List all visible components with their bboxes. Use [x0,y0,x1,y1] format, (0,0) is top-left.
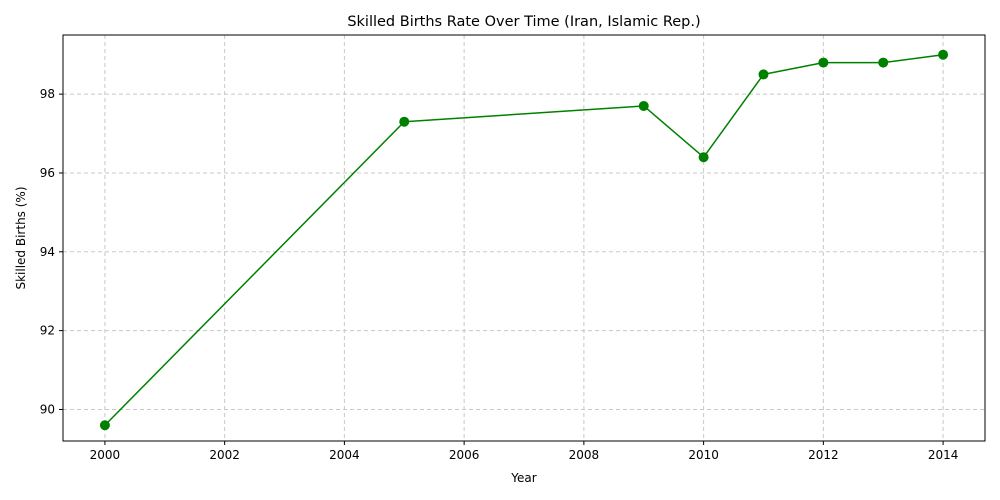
chart-title: Skilled Births Rate Over Time (Iran, Isl… [347,14,700,30]
x-tick-label: 2002 [209,448,240,462]
x-tick-label: 2004 [329,448,360,462]
data-point [818,57,829,68]
data-point [758,69,769,80]
y-tick-label: 92 [40,324,55,338]
y-axis-label: Skilled Births (%) [14,186,28,289]
y-tick-label: 94 [40,245,55,259]
data-point [99,420,110,431]
x-tick-label: 2000 [90,448,121,462]
plot-frame [62,34,986,442]
series-layer [99,49,949,431]
y-tick-label: 90 [40,402,55,416]
x-tick-label: 2014 [928,448,959,462]
data-point [399,116,410,127]
y-tick-label: 98 [40,87,55,101]
x-tick-label: 2006 [449,448,480,462]
y-tick-label: 96 [40,166,55,180]
grid [63,35,985,441]
x-tick-label: 2012 [808,448,839,462]
series-line [104,53,944,426]
data-point [938,49,949,60]
axis-ticks: 2000 2002 2004 2006 2008 2010 2012 2014 90 92 94 96… [40,87,959,462]
x-tick-label: 2008 [569,448,600,462]
data-point [698,152,709,163]
data-point [878,57,889,68]
x-axis-label: Year [510,471,536,485]
data-point [638,100,649,111]
x-tick-label: 2010 [688,448,719,462]
